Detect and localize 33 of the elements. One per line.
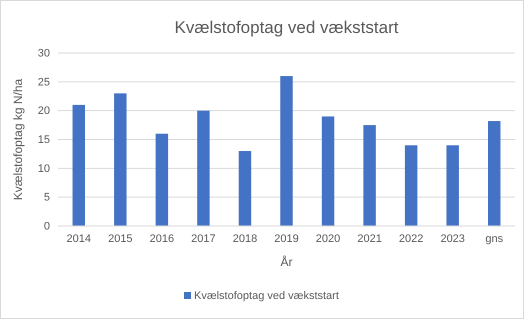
x-tick-label: 2018 (232, 232, 258, 245)
chart-title: Kvælstofoptag ved vækststart (174, 18, 399, 37)
x-tick-label: 2015 (108, 232, 133, 245)
bar (197, 110, 210, 226)
bar (280, 76, 293, 226)
legend-label: Kvælstofoptag ved vækststart (194, 290, 339, 302)
y-axis-title: Kvælstofoptag kg N/ha (11, 78, 25, 200)
x-tick-label: 2023 (440, 232, 465, 245)
bar (238, 151, 252, 226)
x-tick-label: 2017 (191, 232, 216, 245)
bar (322, 116, 334, 226)
x-tick-label: 2014 (66, 232, 92, 245)
y-tick-label: 10 (38, 162, 50, 175)
y-tick-label: 0 (44, 220, 50, 233)
x-tick-label: 2016 (150, 232, 174, 245)
bar (72, 104, 86, 226)
bar (404, 145, 418, 226)
y-tick-label: 25 (38, 76, 50, 88)
bar (156, 134, 168, 226)
x-tick-label: 2020 (316, 232, 340, 245)
y-tick-label: 5 (44, 192, 50, 204)
x-tick-label: 2021 (357, 232, 382, 245)
x-tick-label: gns (485, 232, 504, 245)
y-tick-label: 30 (38, 48, 50, 60)
bar (446, 145, 459, 226)
x-tick-label: 2019 (274, 232, 299, 245)
x-axis-title: År (280, 255, 293, 269)
y-tick-label: 15 (38, 134, 50, 146)
x-tick-label: 2022 (398, 232, 424, 245)
bar (114, 93, 127, 226)
y-tick-label: 20 (38, 105, 50, 118)
bar (363, 125, 376, 226)
bar (488, 121, 500, 226)
